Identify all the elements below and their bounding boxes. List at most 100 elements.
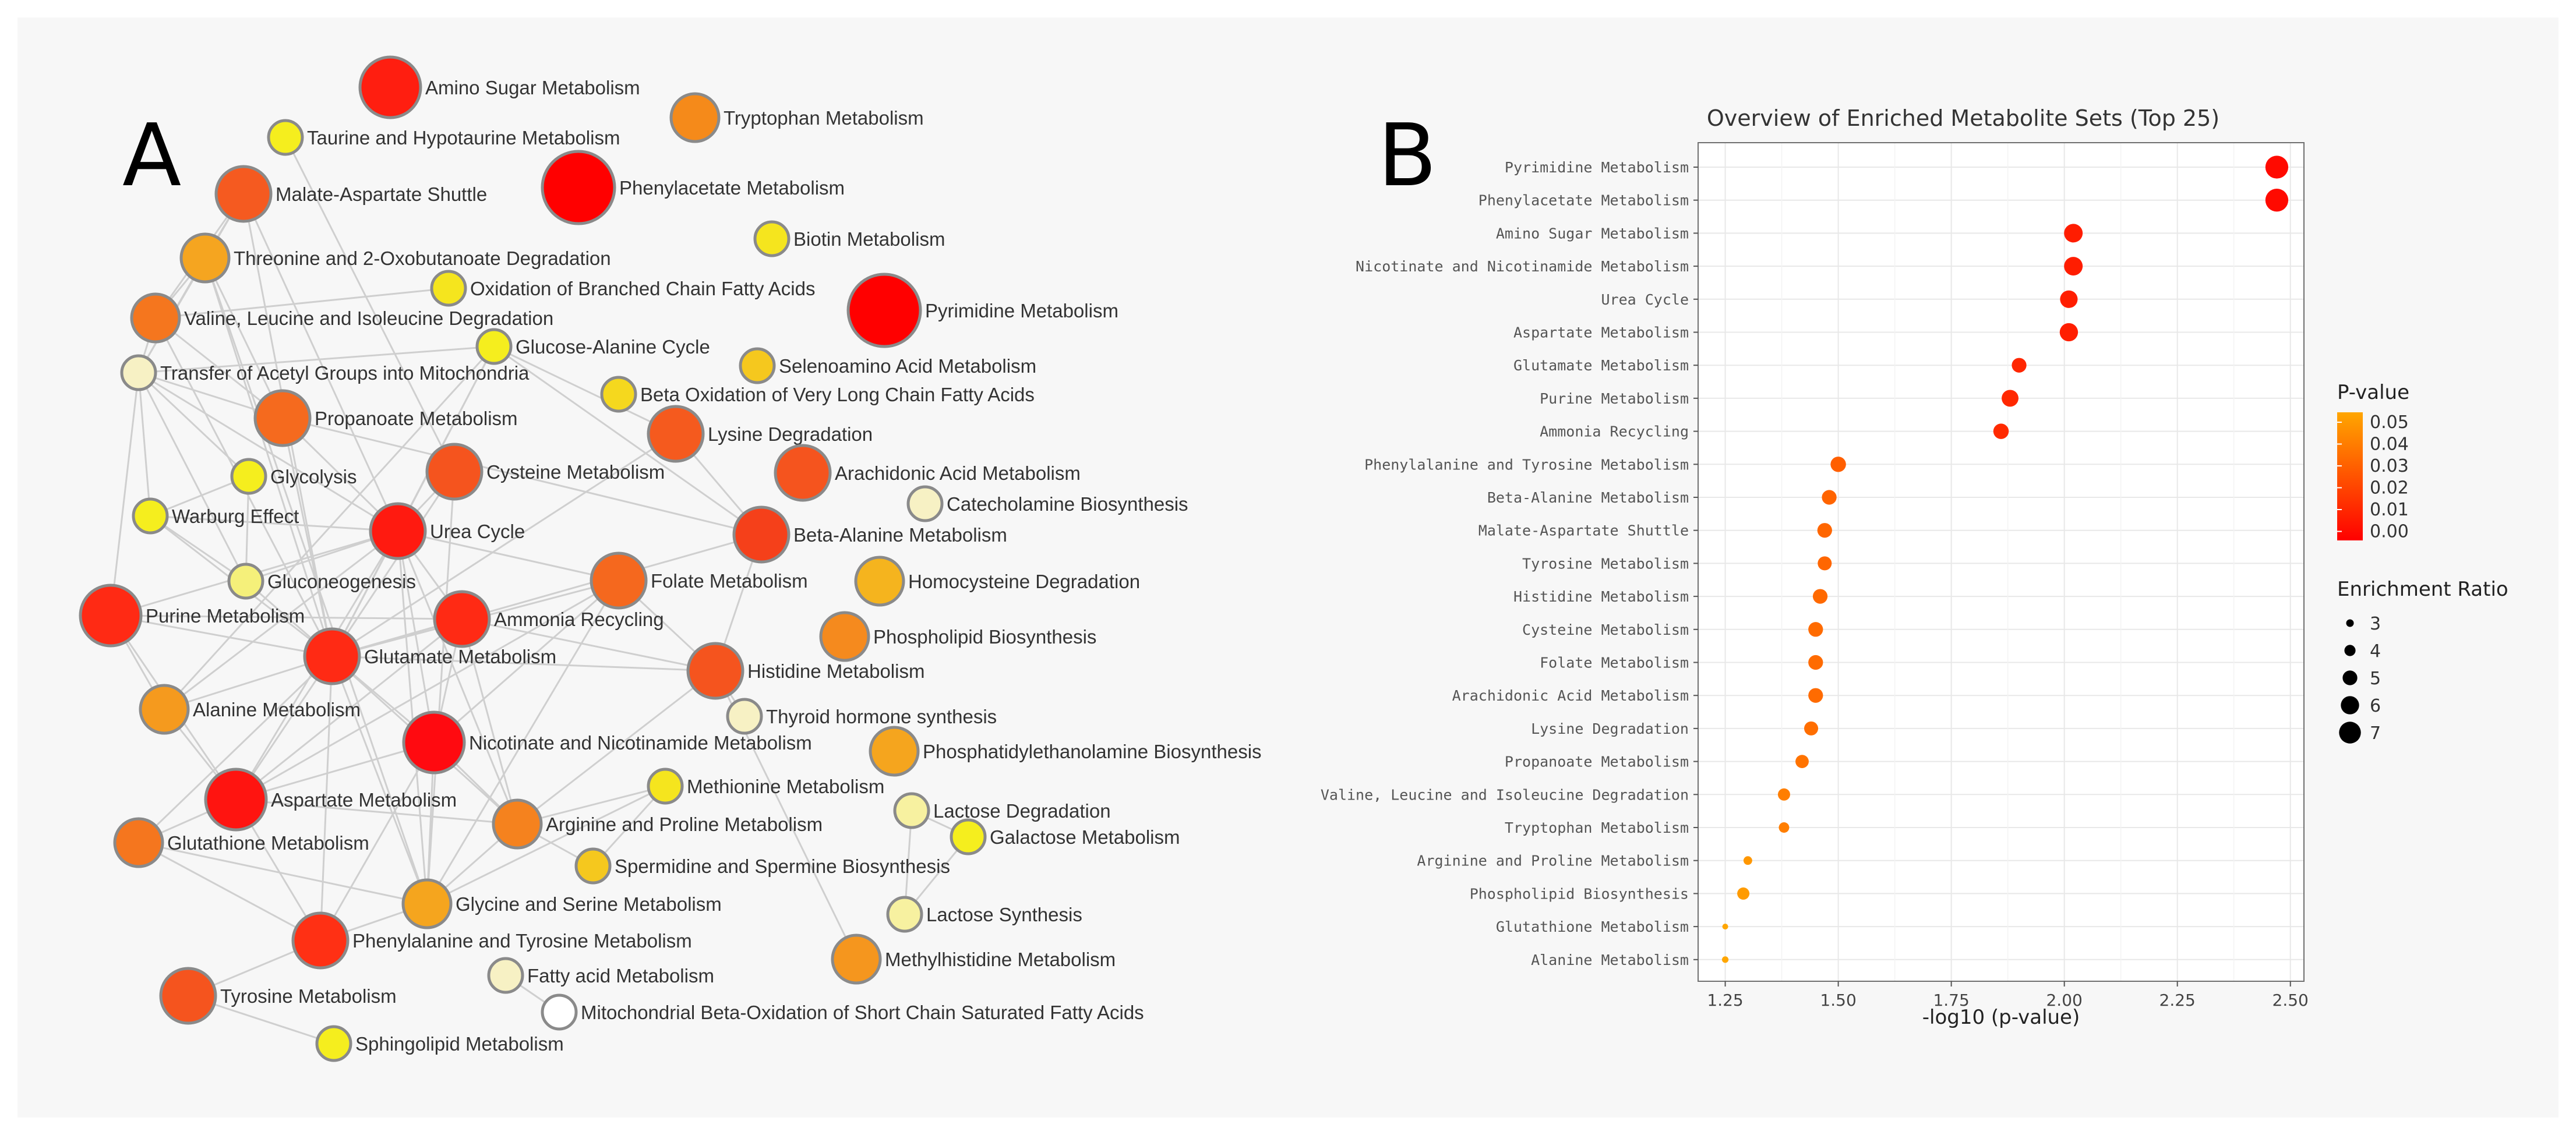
- point-tryptophan-metabolism[interactable]: [1779, 822, 1790, 833]
- node-circle[interactable]: [600, 376, 637, 413]
- node-circle[interactable]: [113, 817, 164, 868]
- network-node-folate-metabolism[interactable]: Folate Metabolism: [590, 551, 808, 610]
- node-circle[interactable]: [774, 444, 832, 502]
- network-node-methionine-metabolism[interactable]: Methionine Metabolism: [647, 768, 884, 805]
- node-circle[interactable]: [139, 684, 190, 735]
- node-circle[interactable]: [886, 896, 923, 933]
- network-node-homocysteine-degradation[interactable]: Homocysteine Degradation: [854, 556, 1140, 607]
- node-circle[interactable]: [230, 458, 267, 495]
- node-circle[interactable]: [574, 847, 612, 885]
- point-tyrosine-metabolism[interactable]: [1818, 556, 1832, 571]
- point-histidine-metabolism[interactable]: [1812, 589, 1828, 604]
- network-node-selenoamino-acid-metabolism[interactable]: Selenoamino Acid Metabolism: [739, 347, 1036, 384]
- network-node-valine-leucine-and-isoleucine-degradation[interactable]: Valine, Leucine and Isoleucine Degradati…: [130, 292, 553, 344]
- network-node-glycolysis[interactable]: Glycolysis: [230, 458, 357, 495]
- node-circle[interactable]: [315, 1025, 352, 1062]
- network-node-phenylacetate-metabolism[interactable]: Phenylacetate Metabolism: [541, 150, 845, 225]
- network-node-methylhistidine-metabolism[interactable]: Methylhistidine Metabolism: [831, 934, 1116, 985]
- node-circle[interactable]: [869, 726, 920, 777]
- node-circle[interactable]: [291, 911, 350, 970]
- network-node-cysteine-metabolism[interactable]: Cysteine Metabolism: [425, 443, 665, 501]
- point-phenylalanine-and-tyrosine-metabolism[interactable]: [1830, 457, 1846, 472]
- node-circle[interactable]: [433, 590, 491, 648]
- network-node-purine-metabolism[interactable]: Purine Metabolism: [79, 584, 305, 648]
- node-circle[interactable]: [487, 957, 524, 994]
- point-arachidonic-acid-metabolism[interactable]: [1808, 688, 1823, 703]
- node-circle[interactable]: [132, 497, 169, 535]
- network-node-urea-cycle[interactable]: Urea Cycle: [369, 502, 525, 560]
- network-node-glucose-alanine-cycle[interactable]: Glucose-Alanine Cycle: [475, 328, 710, 365]
- network-node-phenylalanine-and-tyrosine-metabolism[interactable]: Phenylalanine and Tyrosine Metabolism: [291, 911, 692, 970]
- network-node-gluconeogenesis[interactable]: Gluconeogenesis: [227, 563, 416, 600]
- node-circle[interactable]: [732, 505, 791, 564]
- node-circle[interactable]: [669, 92, 721, 143]
- network-node-malate-aspartate-shuttle[interactable]: Malate-Aspartate Shuttle: [214, 165, 487, 223]
- network-node-mitochondrial-beta-oxidation-of-short-chain-saturated-fatty-acids[interactable]: Mitochondrial Beta-Oxidation of Short Ch…: [541, 993, 1144, 1031]
- point-alanine-metabolism[interactable]: [1721, 956, 1729, 963]
- network-node-beta-alanine-metabolism[interactable]: Beta-Alanine Metabolism: [732, 505, 1007, 564]
- node-circle[interactable]: [401, 878, 453, 929]
- point-glutamate-metabolism[interactable]: [2012, 358, 2027, 373]
- network-node-oxidation-of-branched-chain-fatty-acids[interactable]: Oxidation of Branched Chain Fatty Acids: [430, 270, 816, 307]
- network-node-amino-sugar-metabolism[interactable]: Amino Sugar Metabolism: [358, 55, 640, 119]
- network-node-glutathione-metabolism[interactable]: Glutathione Metabolism: [113, 817, 369, 868]
- network-node-alanine-metabolism[interactable]: Alanine Metabolism: [139, 684, 361, 735]
- network-node-tryptophan-metabolism[interactable]: Tryptophan Metabolism: [669, 92, 924, 143]
- point-ammonia-recycling[interactable]: [1993, 423, 2009, 439]
- point-amino-sugar-metabolism[interactable]: [2064, 224, 2083, 243]
- network-node-spermidine-and-spermine-biosynthesis[interactable]: Spermidine and Spermine Biosynthesis: [574, 847, 950, 885]
- point-cysteine-metabolism[interactable]: [1808, 622, 1823, 637]
- point-pyrimidine-metabolism[interactable]: [2265, 155, 2289, 179]
- node-circle[interactable]: [303, 627, 361, 685]
- point-lysine-degradation[interactable]: [1804, 721, 1819, 736]
- node-circle[interactable]: [430, 270, 467, 307]
- node-circle[interactable]: [79, 584, 143, 648]
- node-circle[interactable]: [950, 818, 987, 855]
- node-circle[interactable]: [492, 798, 543, 850]
- network-node-catecholamine-biosynthesis[interactable]: Catecholamine Biosynthesis: [906, 485, 1188, 522]
- node-circle[interactable]: [425, 443, 484, 501]
- node-circle[interactable]: [590, 551, 648, 610]
- node-circle[interactable]: [227, 563, 264, 600]
- node-circle[interactable]: [541, 150, 616, 225]
- node-circle[interactable]: [854, 556, 905, 607]
- network-node-beta-oxidation-of-very-long-chain-fatty-acids[interactable]: Beta Oxidation of Very Long Chain Fatty …: [600, 376, 1035, 413]
- network-node-phospholipid-biosynthesis[interactable]: Phospholipid Biosynthesis: [819, 611, 1096, 662]
- network-node-histidine-metabolism[interactable]: Histidine Metabolism: [686, 642, 924, 700]
- network-node-sphingolipid-metabolism[interactable]: Sphingolipid Metabolism: [315, 1025, 564, 1062]
- network-node-ammonia-recycling[interactable]: Ammonia Recycling: [433, 590, 664, 648]
- node-circle[interactable]: [159, 967, 217, 1025]
- point-folate-metabolism[interactable]: [1808, 655, 1823, 670]
- node-circle[interactable]: [686, 642, 744, 700]
- network-node-warburg-effect[interactable]: Warburg Effect: [132, 497, 299, 535]
- point-valine-leucine-and-isoleucine-degradation[interactable]: [1777, 788, 1790, 801]
- node-circle[interactable]: [267, 119, 304, 156]
- point-malate-aspartate-shuttle[interactable]: [1817, 523, 1832, 538]
- point-nicotinate-and-nicotinamide-metabolism[interactable]: [2064, 257, 2083, 276]
- node-circle[interactable]: [369, 502, 427, 560]
- network-node-lactose-degradation[interactable]: Lactose Degradation: [893, 792, 1111, 829]
- network-node-nicotinate-and-nicotinamide-metabolism[interactable]: Nicotinate and Nicotinamide Metabolism: [402, 710, 812, 775]
- point-phospholipid-biosynthesis[interactable]: [1737, 887, 1750, 900]
- node-circle[interactable]: [358, 55, 422, 119]
- network-node-threonine-and-2-oxobutanoate-degradation[interactable]: Threonine and 2-Oxobutanoate Degradation: [179, 232, 611, 284]
- network-node-propanoate-metabolism[interactable]: Propanoate Metabolism: [253, 389, 518, 447]
- node-circle[interactable]: [541, 993, 578, 1031]
- network-node-pyrimidine-metabolism[interactable]: Pyrimidine Metabolism: [846, 273, 1118, 348]
- node-circle[interactable]: [120, 354, 157, 391]
- network-node-fatty-acid-metabolism[interactable]: Fatty acid Metabolism: [487, 957, 714, 994]
- node-circle[interactable]: [819, 611, 870, 662]
- point-arginine-and-proline-metabolism[interactable]: [1743, 856, 1752, 865]
- node-circle[interactable]: [130, 292, 181, 344]
- network-node-arginine-and-proline-metabolism[interactable]: Arginine and Proline Metabolism: [492, 798, 823, 850]
- network-node-taurine-and-hypotaurine-metabolism[interactable]: Taurine and Hypotaurine Metabolism: [267, 119, 620, 156]
- node-circle[interactable]: [475, 328, 513, 365]
- node-circle[interactable]: [214, 165, 273, 223]
- node-circle[interactable]: [402, 710, 466, 775]
- network-node-lactose-synthesis[interactable]: Lactose Synthesis: [886, 896, 1082, 933]
- node-circle[interactable]: [831, 934, 882, 985]
- node-circle[interactable]: [846, 273, 922, 348]
- network-node-tyrosine-metabolism[interactable]: Tyrosine Metabolism: [159, 967, 397, 1025]
- network-node-lysine-degradation[interactable]: Lysine Degradation: [647, 405, 873, 463]
- node-circle[interactable]: [253, 389, 312, 447]
